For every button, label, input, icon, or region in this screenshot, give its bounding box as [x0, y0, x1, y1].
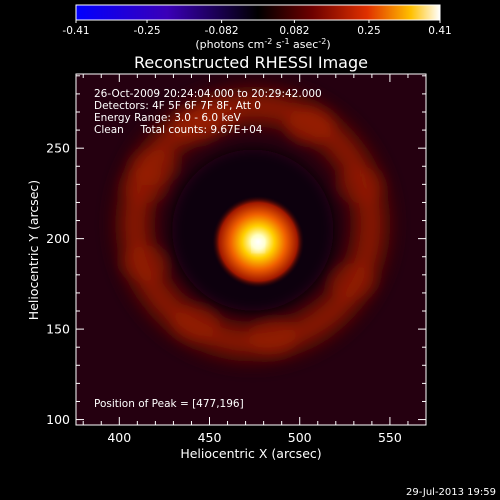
ring-lump: [171, 304, 220, 341]
colorbar-ticks: -0.41 -0.25 -0.082 0.082 0.25 0.41: [62, 20, 452, 37]
ring-lump: [336, 167, 385, 204]
footer-timestamp: 29-Jul-2013 19:59: [406, 487, 496, 498]
annotation-counts: Clean Total counts: 9.67E+04: [94, 124, 263, 136]
colorbar-tick-label: -0.41: [62, 25, 89, 37]
annotation-block: 26-Oct-2009 20:24:04.000 to 20:29:42.000…: [94, 88, 322, 136]
x-tick-label: 500: [288, 430, 312, 445]
colorbar-tick-label: 0.41: [428, 25, 451, 37]
y-tick-label: 250: [46, 141, 70, 156]
colorbar-gradient: [75, 4, 441, 21]
peak-marker: [252, 239, 265, 252]
x-axis-label: Heliocentric X (arcsec): [180, 446, 321, 461]
colorbar-tick-label: 0.082: [279, 25, 309, 37]
ring-lump: [121, 167, 170, 204]
image-area: [76, 74, 426, 425]
annotation-detectors: Detectors: 4F 5F 6F 7F 8F, Att 0: [94, 100, 261, 112]
annotation-time: 26-Oct-2009 20:24:04.000 to 20:29:42.000: [94, 88, 322, 100]
axis-ticks: 400 450 500 550 100 150 200 250: [46, 74, 427, 445]
colorbar: -0.41 -0.25 -0.082 0.082 0.25 0.41 (photons c…: [62, 4, 452, 51]
peak-position-label: Position of Peak = [477,196]: [94, 398, 244, 410]
x-tick-label: 400: [107, 430, 131, 445]
colorbar-units: (photons cm-2 s-1 asec-2): [195, 37, 330, 51]
x-tick-label: 550: [378, 430, 402, 445]
colorbar-tick-label: 0.25: [357, 25, 380, 37]
ring-lump: [121, 245, 170, 282]
ring-lump: [248, 318, 297, 355]
annotation-energy: Energy Range: 3.0 - 6.0 keV: [94, 112, 242, 124]
colorbar-tick-label: -0.082: [205, 25, 239, 37]
x-tick-label: 450: [198, 430, 222, 445]
chart-title: Reconstructed RHESSI Image: [134, 53, 368, 72]
y-tick-label: 150: [46, 322, 70, 337]
y-tick-label: 200: [46, 231, 70, 246]
ring-lump: [189, 98, 238, 135]
ring-lump: [327, 263, 376, 300]
plot-frame: [75, 73, 427, 426]
y-tick-label: 100: [46, 412, 70, 427]
colorbar-tick-label: -0.25: [133, 25, 160, 37]
y-axis-label: Heliocentric Y (arcsec): [26, 180, 41, 320]
ring-lump: [285, 107, 334, 144]
